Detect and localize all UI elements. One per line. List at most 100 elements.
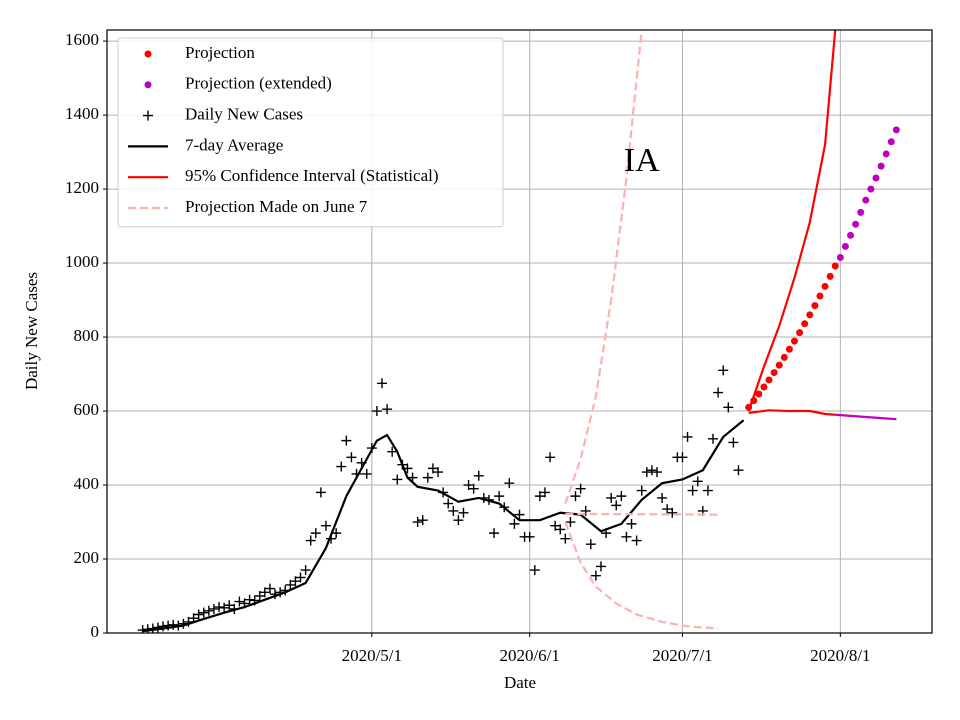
case-marker [315, 487, 326, 498]
case-marker [382, 404, 393, 415]
case-marker [341, 435, 352, 446]
case-marker [448, 505, 459, 516]
projection-dot [755, 390, 763, 398]
case-marker [336, 461, 347, 472]
case-marker [219, 602, 230, 613]
projection-dot [862, 196, 870, 204]
projection-dot [760, 383, 768, 391]
case-marker [346, 452, 357, 463]
legend-box [117, 37, 504, 228]
case-marker [667, 507, 678, 518]
case-marker [494, 491, 505, 502]
projection-dot [780, 353, 788, 361]
case-marker [585, 539, 596, 550]
series-line [564, 521, 719, 630]
x-tick-label: 2020/7/1 [652, 646, 712, 665]
y-tick-label: 400 [74, 474, 100, 493]
case-marker [514, 509, 525, 520]
case-marker [468, 483, 479, 494]
case-marker [728, 437, 739, 448]
y-tick-label: 800 [74, 326, 100, 345]
case-marker [641, 467, 652, 478]
x-axis-label: Date [504, 673, 536, 692]
series-line [142, 419, 745, 633]
projection-dot [887, 138, 895, 146]
case-marker [214, 602, 225, 613]
projection-dot [806, 311, 814, 319]
case-marker [539, 487, 550, 498]
x-tick-label: 2020/6/1 [499, 646, 559, 665]
case-marker [310, 528, 321, 539]
case-marker [575, 483, 586, 494]
case-marker [692, 476, 703, 487]
case-marker [702, 485, 713, 496]
case-marker [570, 491, 581, 502]
case-marker [713, 387, 724, 398]
case-marker [224, 600, 235, 611]
case-marker [550, 520, 561, 531]
annotation: IA [624, 142, 660, 179]
case-marker [733, 465, 744, 476]
case-marker [234, 596, 245, 607]
projection-dot [877, 162, 885, 170]
legend-marker [143, 110, 153, 121]
case-marker [534, 491, 545, 502]
projection-dot [801, 320, 809, 328]
case-marker [152, 622, 163, 633]
y-tick-label: 1000 [65, 252, 99, 271]
case-marker [504, 478, 515, 489]
series-line [747, 30, 837, 412]
projection-dot [867, 185, 875, 193]
case-marker [168, 619, 179, 630]
projection-dot [765, 376, 773, 384]
case-marker [463, 480, 474, 491]
y-tick-label: 1200 [65, 178, 99, 197]
case-marker [595, 561, 606, 572]
projection-dot [821, 282, 829, 290]
legend-label: Projection (extended) [185, 74, 332, 93]
projection-dot [770, 369, 778, 377]
projection-dot [796, 329, 804, 337]
case-marker [560, 533, 571, 544]
case-marker [458, 507, 469, 518]
y-tick-label: 200 [74, 548, 100, 567]
case-marker [646, 465, 657, 476]
case-marker [361, 468, 372, 479]
case-marker [285, 579, 296, 590]
series-line [748, 409, 836, 416]
case-marker [259, 587, 270, 598]
plot-area [137, 30, 900, 633]
legend-marker [144, 81, 152, 89]
legend-label: 7-day Average [185, 135, 283, 154]
case-marker [412, 517, 423, 528]
case-marker [453, 515, 464, 526]
case-marker [203, 605, 214, 616]
case-marker [433, 467, 444, 478]
case-marker [626, 518, 637, 529]
case-marker [489, 528, 500, 539]
projection-dot [882, 150, 890, 158]
case-marker [193, 609, 204, 620]
projection-dot [826, 272, 834, 280]
case-marker [723, 402, 734, 413]
case-marker [718, 365, 729, 376]
case-marker [555, 524, 566, 535]
case-marker [616, 491, 627, 502]
case-marker [305, 535, 316, 546]
case-marker [687, 485, 698, 496]
case-marker [580, 505, 591, 516]
projection-dot [847, 231, 855, 239]
case-marker [163, 620, 174, 631]
legend-label: Projection [185, 43, 255, 62]
case-marker [509, 518, 520, 529]
case-marker [422, 472, 433, 483]
case-marker [387, 446, 398, 457]
projection-dot [816, 292, 824, 300]
case-marker [290, 576, 301, 587]
projection-dot [775, 361, 783, 369]
case-marker [662, 504, 673, 515]
projection-dot [841, 242, 849, 250]
case-marker [677, 452, 688, 463]
projection-dot [811, 302, 819, 310]
case-marker [392, 474, 403, 485]
